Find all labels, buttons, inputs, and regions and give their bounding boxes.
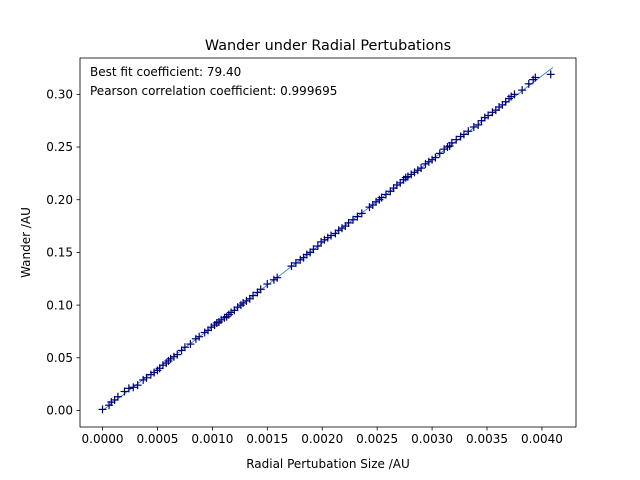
- y-axis-label: Wander /AU: [19, 207, 33, 278]
- y-axis-ticks: 0.00 0.05 0.10 0.15 0.20 0.25 0.30: [46, 88, 80, 418]
- x-tick-label: 0.0030: [411, 432, 453, 446]
- x-axis-ticks: 0.0000 0.0005 0.0010 0.0015 0.0020 0.0025 0.00…: [82, 427, 563, 446]
- annotation-pearson: Pearson correlation coefficient: 0.99969…: [90, 84, 337, 98]
- data-point: [142, 373, 151, 382]
- x-tick-label: 0.0020: [301, 432, 343, 446]
- data-point: [357, 209, 366, 218]
- y-tick-label: 0.25: [46, 140, 73, 154]
- x-axis-label: Radial Pertubation Size /AU: [246, 457, 410, 471]
- data-point: [464, 127, 473, 136]
- data-point: [484, 111, 493, 120]
- chart-title: Wander under Radial Pertubations: [205, 38, 451, 54]
- data-points: [98, 70, 555, 414]
- data-point: [249, 291, 258, 300]
- data-point: [287, 262, 296, 271]
- data-point: [273, 273, 282, 282]
- data-point: [510, 90, 519, 99]
- data-point: [173, 350, 182, 359]
- y-tick-label: 0.05: [46, 351, 73, 365]
- data-point: [546, 70, 555, 79]
- data-point: [186, 340, 195, 349]
- data-point: [195, 332, 204, 341]
- data-point: [133, 381, 142, 390]
- data-point: [474, 120, 483, 129]
- y-tick-label: 0.10: [46, 298, 73, 312]
- data-point: [327, 231, 336, 240]
- y-tick-label: 0.15: [46, 246, 73, 260]
- y-tick-label: 0.30: [46, 88, 73, 102]
- data-point: [129, 383, 138, 392]
- data-point: [120, 387, 129, 396]
- data-point: [256, 285, 265, 294]
- data-point: [518, 86, 527, 95]
- x-tick-label: 0.0000: [82, 432, 124, 446]
- data-point: [531, 73, 540, 82]
- data-point: [459, 130, 468, 139]
- data-point: [447, 138, 456, 147]
- data-point: [348, 215, 357, 224]
- x-tick-label: 0.0025: [356, 432, 398, 446]
- data-point: [313, 242, 322, 251]
- data-point: [124, 384, 133, 393]
- x-tick-label: 0.0010: [191, 432, 233, 446]
- y-tick-label: 0.00: [46, 404, 73, 418]
- data-point: [98, 405, 107, 414]
- x-tick-label: 0.0040: [521, 432, 563, 446]
- data-point: [452, 135, 461, 144]
- data-point: [309, 245, 318, 254]
- data-point: [435, 149, 444, 158]
- data-point: [469, 123, 478, 132]
- y-tick-label: 0.20: [46, 193, 73, 207]
- x-tick-label: 0.0035: [466, 432, 508, 446]
- annotation-best-fit: Best fit coefficient: 79.40: [90, 65, 241, 79]
- data-point: [291, 258, 300, 267]
- data-point: [417, 164, 426, 173]
- data-point: [113, 392, 122, 401]
- x-tick-label: 0.0015: [246, 432, 288, 446]
- data-point: [381, 190, 390, 199]
- data-point: [344, 218, 353, 227]
- x-tick-label: 0.0005: [136, 432, 178, 446]
- data-point: [431, 153, 440, 162]
- data-point: [180, 343, 189, 352]
- data-point: [524, 79, 533, 88]
- data-point: [353, 212, 362, 221]
- data-point: [263, 280, 272, 289]
- plot-frame: [79, 57, 577, 428]
- data-point: [377, 193, 386, 202]
